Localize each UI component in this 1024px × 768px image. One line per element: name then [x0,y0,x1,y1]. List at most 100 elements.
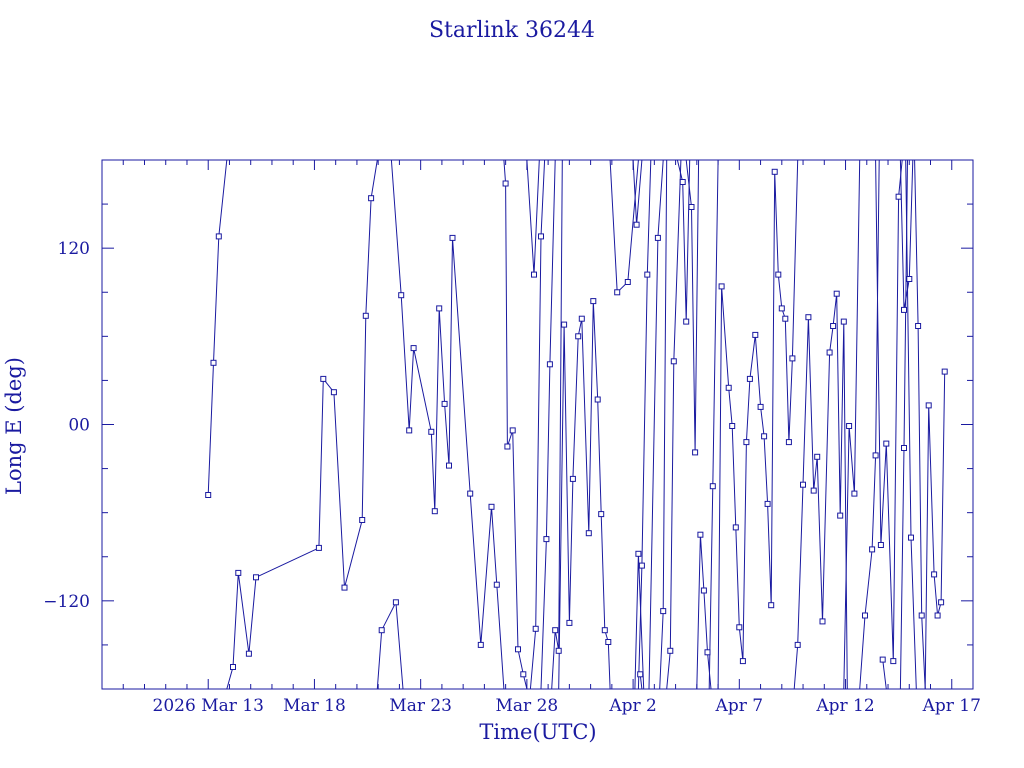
data-point [925,402,932,409]
data-point [502,180,509,187]
data-point [729,423,736,429]
series-line [226,159,378,690]
data-point [752,331,759,338]
data-point [644,271,651,278]
axis-ticks [102,160,973,689]
data-point [846,423,853,429]
data-point [670,358,677,365]
data-point [679,179,686,185]
data-point [315,544,322,551]
data-point [532,625,539,632]
data-point [895,193,902,200]
series-line [924,371,946,690]
series-line [708,159,719,690]
series-line [540,159,556,690]
data-point [515,646,521,653]
data-point [245,650,252,657]
data-point [341,584,348,591]
data-point [467,490,474,497]
data-point [552,627,559,634]
x-tick-label: Mar 23 [389,696,452,716]
data-point [789,355,796,362]
series-line [793,293,848,690]
data-point [441,400,448,407]
data-point [601,627,608,634]
series-line [503,159,528,690]
data-point [709,483,716,490]
data-point [406,427,413,434]
x-tick-label: Mar 18 [283,696,346,716]
data-point [235,569,242,576]
data-point [697,531,704,538]
data-point [830,323,837,329]
data-point [736,624,743,631]
data-point [446,462,452,469]
series-line [685,159,700,453]
data-point [667,647,674,654]
data-point [869,546,876,553]
data-point [814,453,821,460]
series-line [637,159,652,690]
series-line [914,159,926,690]
data-point [362,312,369,319]
data-point [215,233,222,240]
marker-group [205,168,948,678]
x-axis-label: Time(UTC) [479,720,596,744]
data-point [931,571,938,578]
data-point [590,298,597,305]
x-tick-label: Mar 28 [496,696,559,716]
data-point [901,306,907,313]
data-point [934,612,941,619]
data-point [805,314,812,321]
x-tick-labels: 2026 Mar 13 Mar 18 Mar 23 Mar 28 Apr 2 Apr 7 A… [153,696,981,716]
y-axis-label: Long E (deg) [2,357,26,495]
data-point [757,403,764,410]
data-point [826,349,833,356]
series-line [875,159,903,662]
data-point [436,305,443,312]
data-point [520,671,527,678]
data-point [605,639,612,645]
data-point [915,323,922,329]
data-point [543,536,550,543]
data-point [594,396,601,403]
data-point [654,234,661,241]
data-point [901,445,907,451]
y-tick-label: 00 [68,416,90,436]
x-tick-label: Apr 2 [608,696,657,716]
data-point [810,487,817,494]
data-point [906,276,913,282]
data-point [938,599,945,606]
series-line [207,159,228,496]
data-point [538,233,544,240]
data-point [509,427,516,434]
data-point [493,581,500,588]
data-point [449,234,456,241]
data-point [398,292,405,299]
data-point [555,647,562,654]
data-point [392,599,399,606]
data-point [546,361,553,368]
data-point [688,204,695,210]
data-point [879,656,886,663]
data-point [575,333,582,340]
series-line [899,159,914,310]
data-point [739,658,746,665]
data-point [230,664,236,670]
series-line [676,159,691,322]
data-point [746,375,753,382]
data-point [908,534,914,541]
series-line [376,600,404,690]
data-point [775,271,782,278]
data-point [837,512,844,519]
series-line [526,159,540,275]
data-point [635,550,642,557]
data-point [851,490,858,497]
series-line [882,659,887,690]
data-point [890,658,897,665]
data-point [819,618,826,625]
data-point [794,641,801,648]
data-point [862,612,868,619]
x-tick-label: Apr 17 [922,696,981,716]
